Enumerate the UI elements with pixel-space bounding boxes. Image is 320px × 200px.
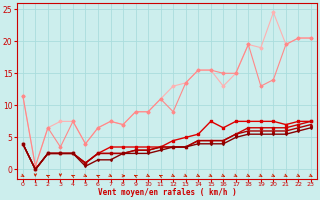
X-axis label: Vent moyen/en rafales ( km/h ): Vent moyen/en rafales ( km/h ) bbox=[98, 188, 236, 197]
